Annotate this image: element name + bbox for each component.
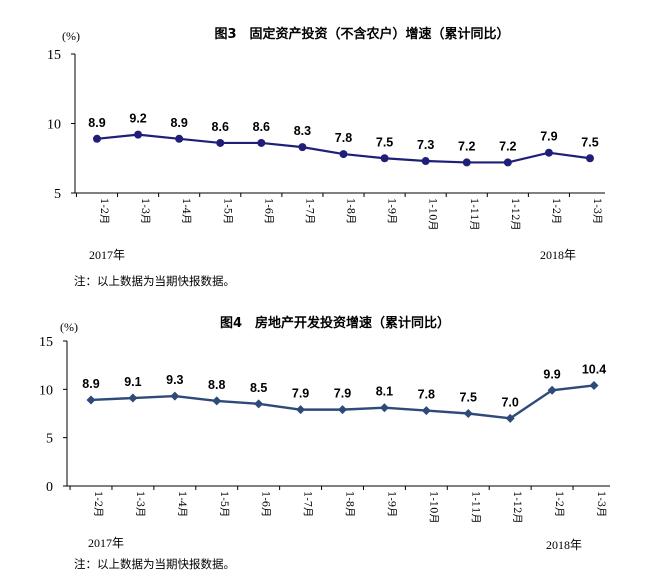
chart1-data-label: 8.6 [253,120,270,134]
chart2-data-point [463,409,473,418]
chart1-data-label: 8.9 [88,116,105,130]
chart1-data-point [586,154,594,163]
chart2-y-tick-label: 10 [39,383,53,398]
chart2-note: 注：以上数据为当期快报数据。 [74,557,235,571]
chart2-x-tick-label: 1-11月 [469,491,481,523]
chart1-data-label: 8.6 [212,120,229,134]
chart1-y-tick-label: 15 [47,48,61,63]
chart2-data-label: 8.8 [208,378,225,392]
chart1-x-tick-label: 1-3月 [139,198,151,224]
chart1-x-tick-label: 1-7月 [303,198,315,224]
chart2-data-label: 8.5 [250,381,267,395]
chart1-data-label: 7.2 [499,139,516,153]
chart2-data-point [589,380,599,390]
chart2-data-label: 10.4 [582,362,606,376]
chart2-data-point [547,385,557,395]
chart2-data-label: 7.0 [501,395,518,409]
chart1-x-tick-label: 1-5月 [221,198,233,224]
chart1-note: 注：以上数据为当期快报数据。 [74,274,235,288]
chart2-data-point [296,405,306,415]
chart1-x-tick-label: 1-8月 [345,198,357,224]
chart2-x-tick-label: 1-7月 [302,491,314,517]
chart2-x-tick-label: 1-3月 [134,491,146,517]
chart1-x-tick-label: 1-6月 [262,198,274,224]
chart2-data-point [421,406,431,416]
chart2-y-tick-label: 5 [46,432,53,447]
chart1-data-label: 7.2 [458,139,475,153]
chart2-x-tick-label: 1-2月 [92,491,104,517]
chart1-data-label: 8.9 [170,116,187,130]
chart2-data-label: 8.9 [82,377,99,391]
chart1-x-tick-label: 1-3月 [591,198,603,224]
chart1-title: 图3 固定资产投资（不含农户）增速（累计同比） [214,26,509,42]
chart1-data-point [503,158,512,167]
chart1-data-point [216,138,225,147]
chart2-x-tick-label: 1-6月 [260,491,272,517]
chart1-x-tick-label: 1-2月 [98,198,110,224]
chart2-data-label: 7.8 [418,388,435,402]
chart2-data-point [505,413,515,423]
chart2-year-label-2018: 2018年 [546,538,582,552]
chart2-data-point [170,391,180,401]
chart2-data-label: 7.9 [334,387,351,401]
chart1-data-point [134,130,143,139]
chart2-x-tick-label: 1-9月 [385,491,397,517]
chart1-data-point [257,138,266,147]
chart1-data-point [544,148,553,157]
chart1-unit-label: (%) [62,29,80,43]
chart2-data-point [128,393,138,403]
chart1-y-tick-label: 10 [47,118,61,133]
chart1-x-tick-label: 1-11月 [468,198,480,230]
chart1-data-point [298,143,307,152]
chart1-data-point [462,158,471,167]
chart2-data-point [379,403,389,413]
chart2-y-tick-label: 0 [46,480,53,495]
chart2-data-label: 8.1 [376,385,393,399]
chart1-data-point [175,134,184,143]
chart2-year-label-2017: 2017年 [88,536,124,550]
chart2-x-tick-label: 1-8月 [344,491,356,517]
chart1-data-label: 8.3 [294,124,311,138]
chart2-x-tick-label: 1-2月 [553,491,565,517]
chart1-data-point [421,157,430,166]
chart1-data-label: 7.3 [417,138,434,152]
chart2-data-point [212,396,222,406]
chart2-x-tick-label: 1-10月 [427,491,439,523]
chart2-data-point [86,395,96,405]
chart2-x-tick-label: 1-5月 [218,491,230,517]
chart1-data-label: 7.5 [581,135,598,149]
chart2-x-tick-label: 1-12月 [511,491,523,523]
chart1-year-label-2017: 2017年 [89,248,125,262]
chart1-data-point [339,150,348,159]
chart1-x-tick-label: 1-2月 [550,198,562,224]
chart2-data-label: 7.9 [292,387,309,401]
chart2-data-label: 9.3 [166,373,183,387]
chart2-data-point [338,405,347,415]
chart2-data-label: 7.5 [460,391,477,405]
chart2-data-label: 9.1 [124,375,141,389]
chart1-data-label: 7.9 [540,130,557,144]
chart1-x-tick-label: 1-12月 [509,198,521,230]
chart2-y-tick-label: 15 [39,335,53,350]
chart2-title: 图4 房地产开发投资增速（累计同比） [220,315,450,331]
chart1-y-tick-label: 5 [54,187,61,202]
chart2-data-label: 9.9 [543,367,560,381]
chart2-unit-label: (%) [60,320,78,334]
chart1-data-label: 7.5 [376,135,393,149]
chart1-data-label: 7.8 [335,131,352,145]
chart1-data-label: 9.2 [129,112,146,126]
chart1-year-label-2018: 2018年 [540,248,576,262]
chart1-data-point [93,134,101,143]
chart1-x-tick-label: 1-4月 [180,198,192,224]
chart2-x-tick-label: 1-4月 [176,491,188,517]
chart1-x-tick-label: 1-9月 [386,198,398,224]
chart1-data-point [380,154,389,163]
chart2-data-point [254,399,264,409]
chart2-x-tick-label: 1-3月 [595,491,607,517]
chart1-x-tick-label: 1-10月 [427,198,439,230]
